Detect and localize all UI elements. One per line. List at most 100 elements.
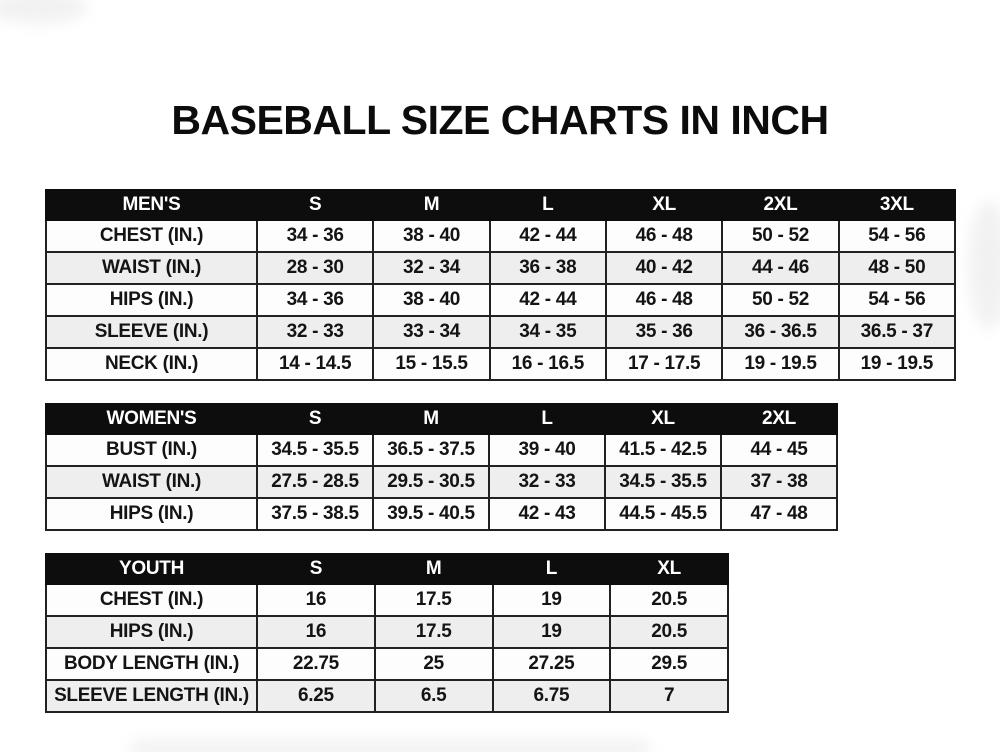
size-value-cell: 37.5 - 38.5 bbox=[256, 497, 374, 531]
size-value-cell: 7 bbox=[609, 679, 729, 713]
size-value-cell: 15 - 15.5 bbox=[372, 347, 491, 381]
column-header-cell: 2XL bbox=[720, 403, 838, 435]
size-table-womens: WOMEN'S S M L XL 2XL BUST (IN.) 34.5 - 35.5 36.5… bbox=[45, 403, 838, 531]
column-header-cell: 2XL bbox=[721, 189, 840, 221]
table-row: WAIST (IN.) 27.5 - 28.5 29.5 - 30.5 32 - 33… bbox=[45, 465, 838, 499]
size-value-cell: 32 - 33 bbox=[488, 465, 606, 499]
size-value-cell: 38 - 40 bbox=[372, 283, 491, 317]
size-value-cell: 38 - 40 bbox=[372, 219, 491, 253]
size-value-cell: 16 bbox=[256, 615, 376, 649]
size-value-cell: 32 - 34 bbox=[372, 251, 491, 285]
table-title-cell: YOUTH bbox=[45, 553, 258, 585]
column-header-cell: XL bbox=[604, 403, 722, 435]
table-row: HIPS (IN.) 34 - 36 38 - 40 42 - 44 46 - 48 50… bbox=[45, 283, 957, 317]
header-row: WOMEN'S S M L XL 2XL bbox=[45, 403, 838, 435]
row-label-cell: NECK (IN.) bbox=[45, 347, 258, 381]
size-value-cell: 34.5 - 35.5 bbox=[256, 433, 374, 467]
scan-smudge bbox=[130, 740, 650, 752]
size-value-cell: 36 - 38 bbox=[488, 251, 607, 285]
size-value-cell: 19 - 19.5 bbox=[721, 347, 840, 381]
header-row: YOUTH S M L XL bbox=[45, 553, 729, 585]
column-header-cell: XL bbox=[609, 553, 729, 585]
table-row: BUST (IN.) 34.5 - 35.5 36.5 - 37.5 39 - 40 4… bbox=[45, 433, 838, 467]
row-label-cell: BODY LENGTH (IN.) bbox=[45, 647, 258, 681]
size-value-cell: 17.5 bbox=[373, 615, 494, 649]
size-value-cell: 29.5 bbox=[609, 647, 729, 681]
column-header-cell: M bbox=[372, 403, 490, 435]
size-value-cell: 20.5 bbox=[609, 583, 729, 617]
size-value-cell: 28 - 30 bbox=[255, 251, 375, 285]
size-value-cell: 54 - 56 bbox=[837, 283, 957, 317]
row-label-cell: WAIST (IN.) bbox=[45, 251, 258, 285]
column-header-cell: L bbox=[491, 553, 612, 585]
size-value-cell: 34 - 36 bbox=[255, 283, 375, 317]
size-value-cell: 35 - 36 bbox=[604, 315, 724, 349]
size-value-cell: 17.5 bbox=[373, 583, 494, 617]
table-row: SLEEVE (IN.) 32 - 33 33 - 34 34 - 35 35 - 36… bbox=[45, 315, 957, 349]
size-value-cell: 54 - 56 bbox=[837, 219, 957, 253]
size-value-cell: 19 bbox=[491, 615, 612, 649]
size-value-cell: 19 - 19.5 bbox=[837, 347, 957, 381]
size-value-cell: 29.5 - 30.5 bbox=[372, 465, 490, 499]
size-value-cell: 17 - 17.5 bbox=[604, 347, 724, 381]
size-value-cell: 40 - 42 bbox=[604, 251, 724, 285]
size-value-cell: 32 - 33 bbox=[255, 315, 375, 349]
size-value-cell: 6.25 bbox=[256, 679, 376, 713]
size-value-cell: 22.75 bbox=[256, 647, 376, 681]
row-label-cell: WAIST (IN.) bbox=[45, 465, 258, 499]
size-value-cell: 47 - 48 bbox=[720, 497, 838, 531]
table-title-cell: MEN'S bbox=[45, 189, 258, 221]
size-value-cell: 42 - 44 bbox=[488, 283, 607, 317]
size-table-mens: MEN'S S M L XL 2XL 3XL CHEST (IN.) 34 - 36 38 - 4… bbox=[45, 189, 957, 381]
table-row: HIPS (IN.) 16 17.5 19 20.5 bbox=[45, 615, 729, 649]
size-value-cell: 42 - 44 bbox=[488, 219, 607, 253]
column-header-cell: L bbox=[488, 403, 606, 435]
page-title: BASEBALL SIZE CHARTS IN INCH bbox=[171, 97, 829, 144]
table-row: SLEEVE LENGTH (IN.) 6.25 6.5 6.75 7 bbox=[45, 679, 729, 713]
size-value-cell: 41.5 - 42.5 bbox=[604, 433, 722, 467]
table-row: WAIST (IN.) 28 - 30 32 - 34 36 - 38 40 - 42 4… bbox=[45, 251, 957, 285]
size-value-cell: 36.5 - 37 bbox=[837, 315, 957, 349]
size-value-cell: 44.5 - 45.5 bbox=[604, 497, 722, 531]
size-value-cell: 50 - 52 bbox=[721, 283, 840, 317]
size-value-cell: 6.5 bbox=[373, 679, 494, 713]
size-value-cell: 16 bbox=[256, 583, 376, 617]
size-value-cell: 46 - 48 bbox=[604, 219, 724, 253]
column-header-cell: M bbox=[372, 189, 491, 221]
size-value-cell: 37 - 38 bbox=[720, 465, 838, 499]
row-label-cell: CHEST (IN.) bbox=[45, 583, 258, 617]
table-row: CHEST (IN.) 16 17.5 19 20.5 bbox=[45, 583, 729, 617]
size-value-cell: 39 - 40 bbox=[488, 433, 606, 467]
size-value-cell: 44 - 45 bbox=[720, 433, 838, 467]
size-value-cell: 19 bbox=[491, 583, 612, 617]
size-value-cell: 6.75 bbox=[491, 679, 612, 713]
column-header-cell: XL bbox=[604, 189, 724, 221]
size-value-cell: 20.5 bbox=[609, 615, 729, 649]
size-value-cell: 42 - 43 bbox=[488, 497, 606, 531]
row-label-cell: HIPS (IN.) bbox=[45, 615, 258, 649]
table-title-cell: WOMEN'S bbox=[45, 403, 258, 435]
size-value-cell: 34.5 - 35.5 bbox=[604, 465, 722, 499]
size-value-cell: 25 bbox=[373, 647, 494, 681]
scan-smudge bbox=[0, 0, 88, 24]
row-label-cell: SLEEVE LENGTH (IN.) bbox=[45, 679, 258, 713]
size-value-cell: 48 - 50 bbox=[837, 251, 957, 285]
size-value-cell: 27.5 - 28.5 bbox=[256, 465, 374, 499]
scan-smudge bbox=[968, 200, 1000, 330]
column-header-cell: L bbox=[488, 189, 607, 221]
column-header-cell: S bbox=[255, 189, 375, 221]
size-value-cell: 36.5 - 37.5 bbox=[372, 433, 490, 467]
row-label-cell: SLEEVE (IN.) bbox=[45, 315, 258, 349]
header-row: MEN'S S M L XL 2XL 3XL bbox=[45, 189, 957, 221]
size-value-cell: 34 - 35 bbox=[488, 315, 607, 349]
size-value-cell: 39.5 - 40.5 bbox=[372, 497, 490, 531]
size-value-cell: 14 - 14.5 bbox=[255, 347, 375, 381]
table-row: HIPS (IN.) 37.5 - 38.5 39.5 - 40.5 42 - 43 4… bbox=[45, 497, 838, 531]
table-row: NECK (IN.) 14 - 14.5 15 - 15.5 16 - 16.5 17 … bbox=[45, 347, 957, 381]
size-value-cell: 46 - 48 bbox=[604, 283, 724, 317]
size-value-cell: 33 - 34 bbox=[372, 315, 491, 349]
column-header-cell: S bbox=[256, 403, 374, 435]
column-header-cell: 3XL bbox=[837, 189, 957, 221]
size-value-cell: 44 - 46 bbox=[721, 251, 840, 285]
